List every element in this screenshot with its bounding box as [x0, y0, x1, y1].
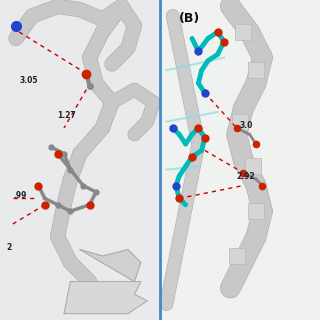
Polygon shape	[64, 282, 147, 314]
Text: (B): (B)	[179, 12, 200, 25]
Text: 2: 2	[6, 243, 12, 252]
Text: 3.05: 3.05	[19, 76, 38, 85]
Bar	[162, 0, 320, 320]
Text: 1.27: 1.27	[58, 111, 76, 120]
Text: 3.0: 3.0	[240, 121, 253, 130]
Text: 2.92: 2.92	[237, 172, 255, 181]
Bar	[0, 0, 158, 320]
Text: .99: .99	[13, 191, 26, 200]
Polygon shape	[80, 250, 141, 282]
